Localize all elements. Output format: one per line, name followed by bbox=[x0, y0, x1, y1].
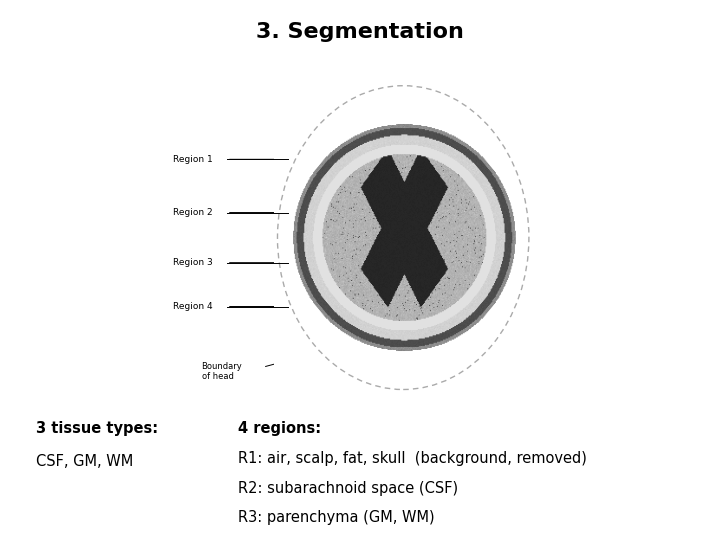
Text: R1: air, scalp, fat, skull  (background, removed): R1: air, scalp, fat, skull (background, … bbox=[238, 451, 587, 466]
Text: Region 3: Region 3 bbox=[173, 258, 212, 267]
Text: CSF, GM, WM: CSF, GM, WM bbox=[36, 454, 133, 469]
Text: Region 1: Region 1 bbox=[173, 155, 212, 164]
Text: R3: parenchyma (GM, WM): R3: parenchyma (GM, WM) bbox=[238, 510, 434, 525]
Text: R2: subarachnoid space (CSF): R2: subarachnoid space (CSF) bbox=[238, 481, 458, 496]
Text: 4 regions:: 4 regions: bbox=[238, 421, 320, 436]
Text: Boundary
of head: Boundary of head bbox=[202, 362, 243, 381]
Text: Region 2: Region 2 bbox=[173, 208, 212, 217]
Text: 3. Segmentation: 3. Segmentation bbox=[256, 22, 464, 42]
Text: Region 4: Region 4 bbox=[173, 302, 212, 311]
Text: 3 tissue types:: 3 tissue types: bbox=[36, 421, 158, 436]
